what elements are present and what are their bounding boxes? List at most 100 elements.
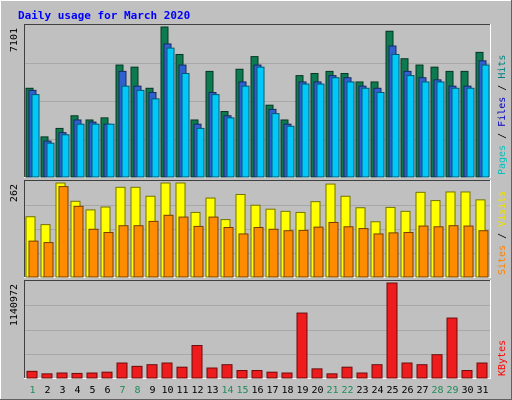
bar-pages-day-22	[346, 81, 355, 178]
bar-kbytes-day-15	[236, 370, 248, 379]
bar-sites-day-4	[73, 205, 84, 278]
bar-kbytes-day-27	[416, 364, 428, 379]
bar-sites-day-11	[178, 216, 189, 278]
bar-sites-day-21	[328, 221, 339, 278]
bar-pages-day-5	[91, 123, 100, 178]
x-label-day-1: 1	[29, 385, 35, 396]
bar-pages-day-2	[46, 142, 55, 178]
bar-kbytes-day-14	[221, 364, 233, 379]
bar-pages-day-13	[211, 94, 220, 178]
bar-sites-day-5	[88, 228, 99, 278]
x-label-day-29: 29	[446, 385, 458, 396]
bar-pages-day-17	[271, 113, 280, 178]
bar-kbytes-day-21	[326, 373, 338, 379]
bar-pages-day-26	[406, 75, 415, 178]
panels: 7101 Pages / Files / Hits 262 Sites / Visit…	[9, 24, 508, 379]
x-label-day-7: 7	[119, 385, 125, 396]
bar-sites-day-10	[163, 214, 174, 278]
bar-kbytes-day-7	[116, 362, 128, 379]
bar-kbytes-day-5	[86, 372, 98, 379]
bar-sites-day-13	[208, 216, 219, 278]
panel-max-label: 7101	[9, 28, 20, 52]
bar-kbytes-day-3	[56, 372, 68, 379]
x-label-day-4: 4	[74, 385, 80, 396]
x-label-day-18: 18	[281, 385, 293, 396]
x-label-day-19: 19	[296, 385, 308, 396]
bar-pages-day-23	[361, 87, 370, 178]
bar-kbytes-day-20	[311, 368, 323, 379]
bar-sites-day-17	[268, 228, 279, 278]
side-label-kbytes: KBytes	[497, 340, 508, 376]
side-label-hits: Hits	[497, 55, 508, 79]
panel-side-label: KBytes	[497, 340, 508, 376]
bar-kbytes-day-1	[26, 370, 38, 379]
bar-kbytes-day-4	[71, 372, 83, 379]
bar-pages-day-3	[61, 134, 70, 178]
x-label-day-20: 20	[311, 385, 323, 396]
bar-pages-day-4	[76, 123, 85, 178]
x-label-day-23: 23	[356, 385, 368, 396]
panel-kbytes: 1140972 KBytes	[9, 280, 508, 379]
bar-sites-day-15	[238, 233, 249, 278]
bar-kbytes-day-23	[356, 372, 368, 379]
bar-pages-day-20	[316, 83, 325, 178]
bar-pages-day-28	[436, 81, 445, 178]
side-label-files: Files	[497, 97, 508, 127]
x-label-day-13: 13	[206, 385, 218, 396]
bar-kbytes-day-10	[161, 362, 173, 379]
bar-sites-day-25	[388, 232, 399, 278]
bar-kbytes-day-19	[296, 312, 308, 379]
bar-kbytes-day-11	[176, 366, 188, 379]
bar-kbytes-day-22	[341, 366, 353, 379]
bar-pages-day-6	[106, 123, 115, 178]
bar-sites-day-28	[433, 226, 444, 278]
x-label-day-15: 15	[236, 385, 248, 396]
bar-sites-day-9	[148, 220, 159, 278]
bar-kbytes-day-26	[401, 362, 413, 379]
bar-kbytes-day-18	[281, 372, 293, 379]
bar-pages-day-9	[151, 98, 160, 178]
x-label-day-17: 17	[266, 385, 278, 396]
bar-kbytes-day-17	[266, 371, 278, 379]
x-label-day-27: 27	[416, 385, 428, 396]
panel-side-label: Sites / Visits	[497, 191, 508, 275]
bar-pages-day-8	[136, 89, 145, 178]
bar-pages-day-31	[481, 64, 490, 178]
x-label-day-8: 8	[134, 385, 140, 396]
x-label-day-2: 2	[44, 385, 50, 396]
bar-kbytes-day-8	[131, 365, 143, 379]
x-label-day-6: 6	[104, 385, 110, 396]
bar-sites-day-14	[223, 226, 234, 278]
bar-kbytes-day-2	[41, 373, 53, 379]
panel-visits-sites: 262 Sites / Visits	[9, 180, 508, 278]
bar-pages-day-27	[421, 81, 430, 178]
bar-sites-day-8	[133, 225, 144, 278]
bar-sites-day-23	[358, 228, 369, 278]
x-label-day-26: 26	[401, 385, 413, 396]
panel-hits-files-pages: 7101 Pages / Files / Hits	[9, 24, 508, 178]
bar-kbytes-day-12	[191, 345, 203, 379]
bar-kbytes-day-31	[476, 362, 488, 379]
panel-max-label: 1140972	[9, 284, 20, 326]
x-label-day-9: 9	[149, 385, 155, 396]
bar-pages-day-21	[331, 77, 340, 178]
bar-pages-day-11	[181, 72, 190, 178]
bar-pages-day-14	[226, 117, 235, 178]
x-label-day-25: 25	[386, 385, 398, 396]
x-label-day-11: 11	[176, 385, 188, 396]
x-label-day-3: 3	[59, 385, 65, 396]
bar-sites-day-27	[418, 225, 429, 278]
bar-kbytes-day-16	[251, 370, 263, 379]
bar-sites-day-20	[313, 226, 324, 278]
bar-pages-day-18	[286, 125, 295, 178]
bar-pages-day-1	[31, 94, 40, 178]
bar-pages-day-30	[466, 87, 475, 178]
bar-kbytes-day-24	[371, 364, 383, 379]
x-label-day-21: 21	[326, 385, 338, 396]
bar-sites-day-31	[478, 230, 489, 278]
bar-pages-day-25	[391, 53, 400, 178]
x-axis-labels: 1 2 3 4 5 6 7 8 9 10 11 12 13 14 15 16 17 18 19 20 21 22 23 24 2…	[29, 385, 488, 396]
bar-pages-day-29	[451, 87, 460, 178]
x-label-day-30: 30	[461, 385, 473, 396]
bar-sites-day-22	[343, 226, 354, 278]
